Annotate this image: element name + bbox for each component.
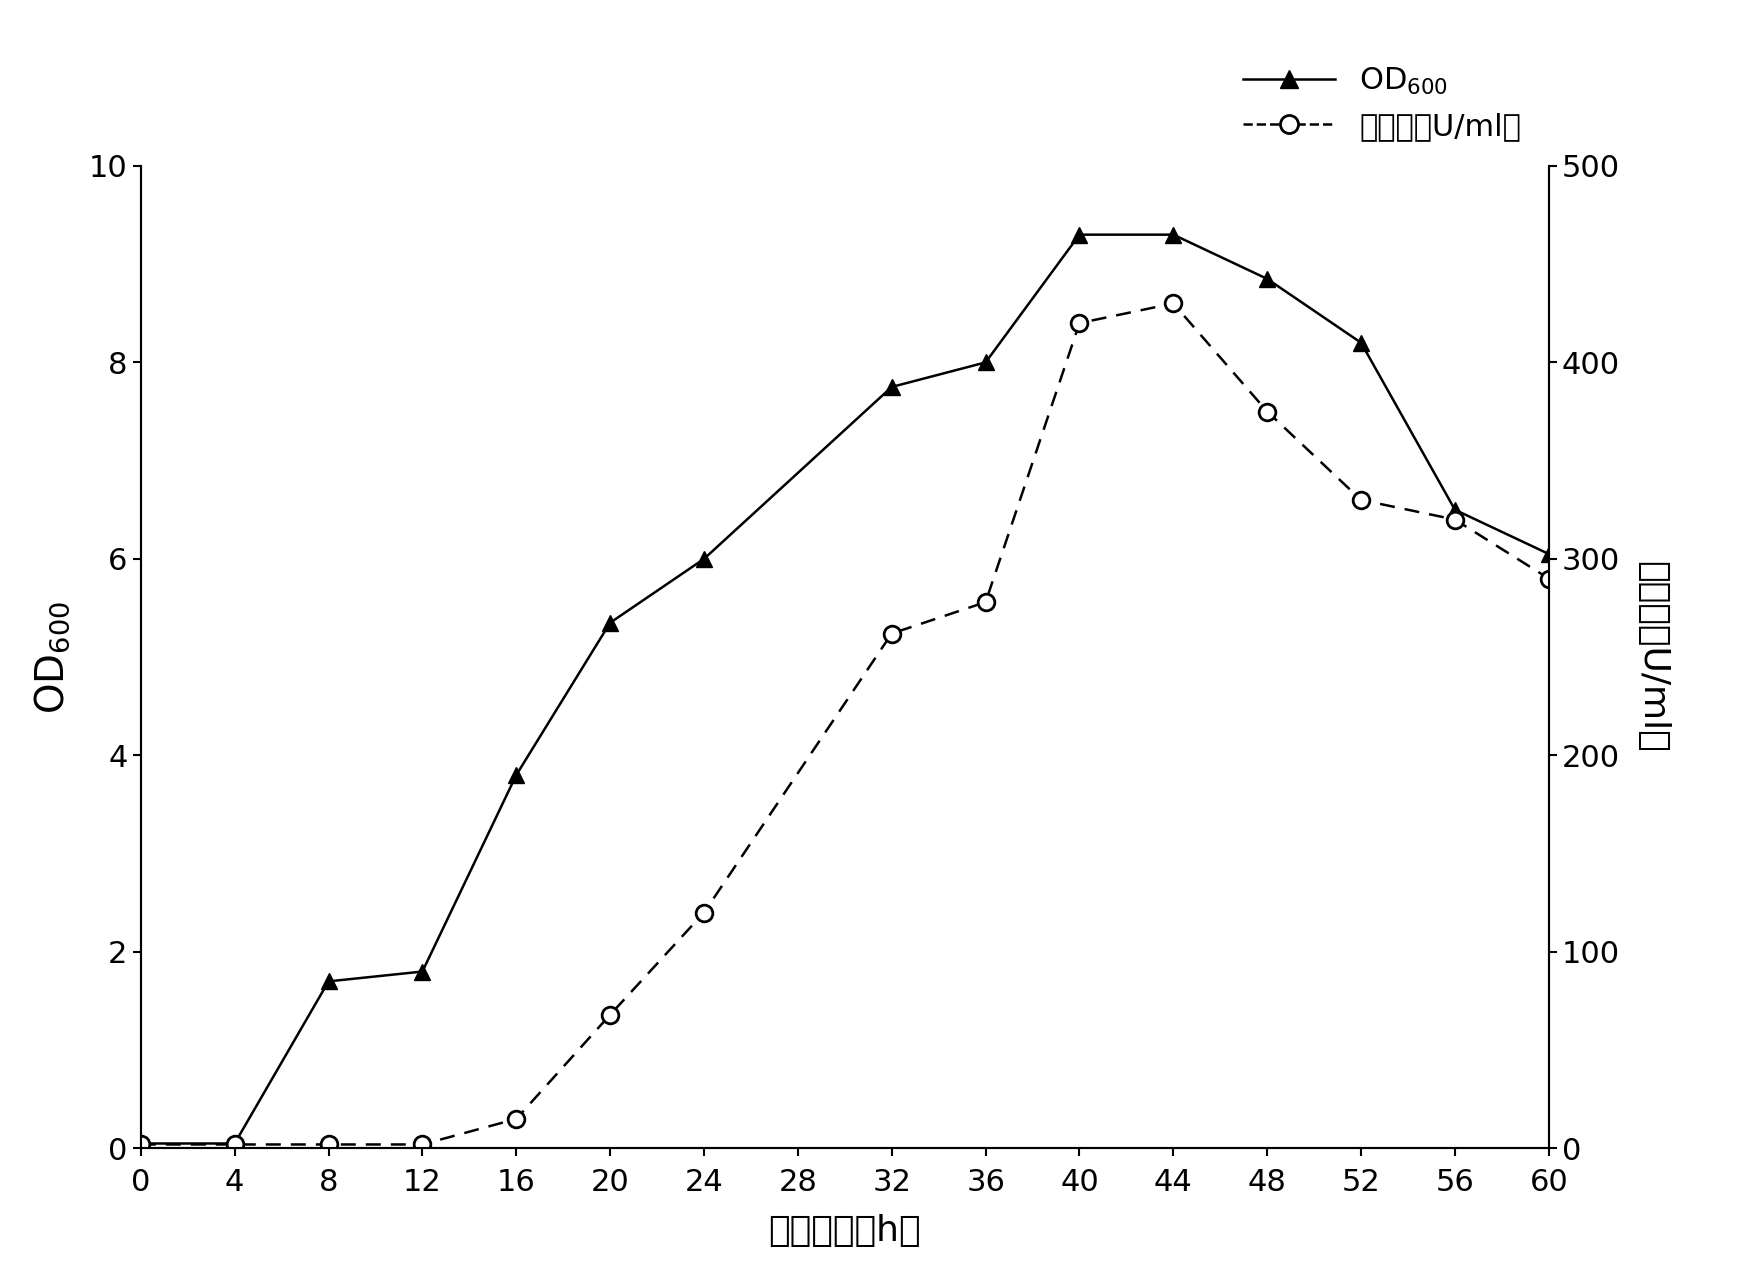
- Y-axis label: 醂活力（U/ml）: 醂活力（U/ml）: [1635, 561, 1668, 753]
- X-axis label: 培养时间（h）: 培养时间（h）: [769, 1213, 920, 1248]
- Y-axis label: OD$_{600}$: OD$_{600}$: [33, 601, 72, 713]
- Legend: OD$_{600}$, 醂活力（U/ml）: OD$_{600}$, 醂活力（U/ml）: [1230, 54, 1533, 153]
